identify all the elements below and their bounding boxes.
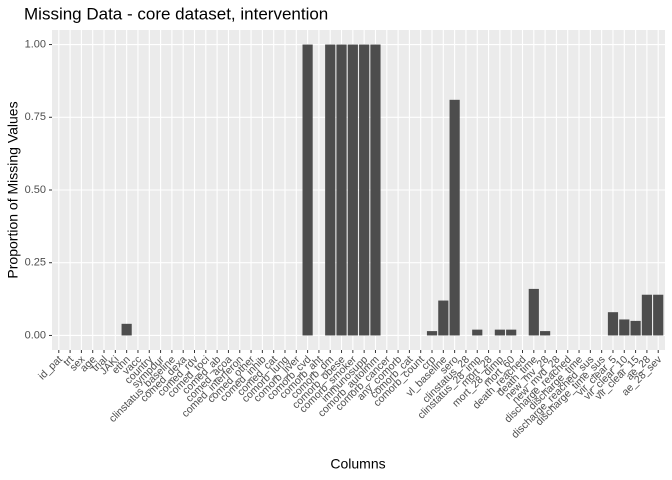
- bar: [540, 331, 551, 336]
- bar: [121, 323, 132, 336]
- bar: [607, 312, 619, 336]
- y-tick-label: 0.75: [25, 111, 46, 123]
- bar: [472, 329, 483, 336]
- x-tick-label: id_pat: [36, 354, 65, 383]
- bar: [619, 319, 630, 336]
- bar: [347, 44, 358, 336]
- chart-title: Missing Data - core dataset, interventio…: [24, 4, 328, 23]
- bar: [325, 44, 336, 336]
- y-tick-label: 1.00: [25, 38, 46, 50]
- bar: [653, 294, 664, 336]
- bar: [426, 331, 438, 336]
- bar: [641, 294, 652, 336]
- y-tick-label: 0.00: [25, 329, 46, 341]
- bar: [302, 44, 313, 336]
- x-axis-label: Columns: [330, 456, 385, 472]
- y-tick-label: 0.50: [25, 184, 46, 196]
- bar: [336, 44, 347, 336]
- y-tick-label: 0.25: [25, 257, 46, 269]
- bar: [359, 44, 370, 336]
- bar: [494, 329, 505, 336]
- bar: [630, 320, 641, 336]
- bar: [506, 329, 517, 336]
- bar: [370, 44, 381, 336]
- bar: [438, 300, 449, 336]
- bar: [528, 288, 539, 336]
- bar: [449, 99, 460, 336]
- y-axis-label: Proportion of Missing Values: [5, 101, 21, 278]
